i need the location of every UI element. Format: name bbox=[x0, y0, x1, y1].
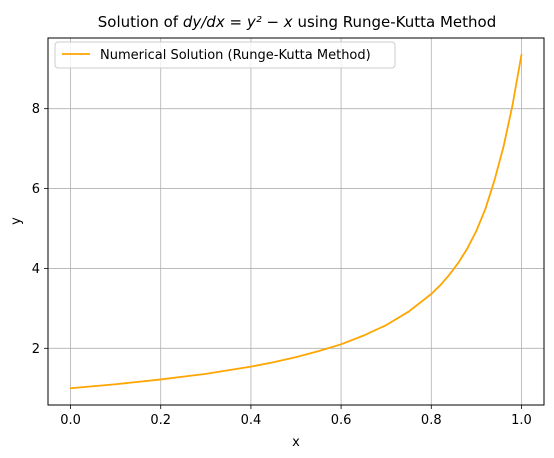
y-tick-label: 8 bbox=[32, 102, 40, 117]
y-axis-label: y bbox=[9, 217, 24, 225]
y-axis: 2 4 6 8 bbox=[32, 102, 48, 357]
chart-title: Solution of dy/dx = y² − x using Runge-K… bbox=[98, 13, 497, 31]
series-line bbox=[69, 53, 523, 390]
legend-label: Numerical Solution (Runge-Kutta Method) bbox=[100, 48, 371, 63]
legend-box bbox=[54, 41, 396, 69]
x-tick-label: 1.0 bbox=[511, 413, 532, 428]
x-tick-label: 0.4 bbox=[241, 413, 262, 428]
chart-title-prefix: Solution of bbox=[98, 13, 183, 31]
chart-title-equation: dy/dx = y² − x bbox=[183, 13, 293, 31]
chart-title-suffix: using Runge-Kutta Method bbox=[293, 13, 497, 31]
x-tick-label: 0.0 bbox=[60, 413, 81, 428]
plot-frame bbox=[47, 37, 545, 406]
series-layer bbox=[69, 53, 523, 390]
y-tick-label: 6 bbox=[32, 182, 40, 197]
x-tick-label: 0.8 bbox=[421, 413, 442, 428]
y-tick-label: 2 bbox=[32, 342, 40, 357]
y-tick-label: 4 bbox=[32, 262, 40, 277]
grid bbox=[48, 38, 544, 405]
x-axis-label: x bbox=[292, 435, 300, 450]
x-axis: 0.0 0.2 0.4 0.6 0.8 1.0 bbox=[60, 405, 532, 428]
legend: Numerical Solution (Runge-Kutta Method) bbox=[54, 41, 396, 69]
x-tick-label: 0.2 bbox=[150, 413, 171, 428]
x-tick-label: 0.6 bbox=[331, 413, 352, 428]
